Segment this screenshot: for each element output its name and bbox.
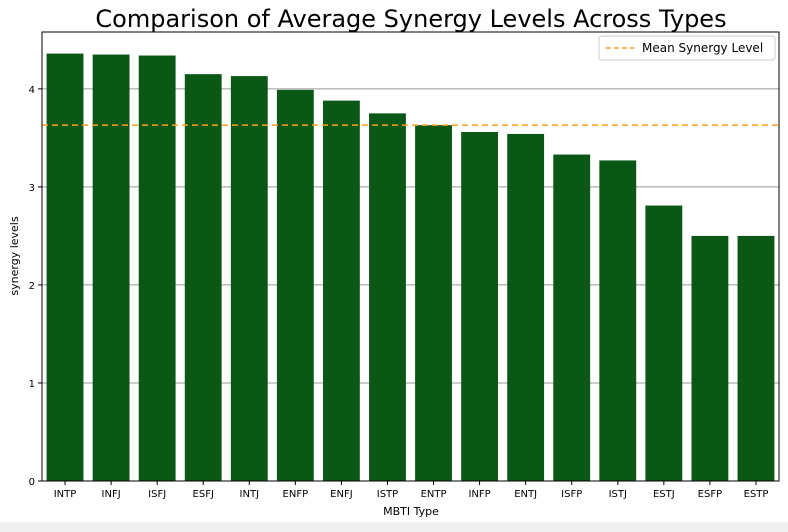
x-tick-label-infj: INFJ <box>102 489 121 500</box>
bar-istj <box>599 160 637 481</box>
bar-entj <box>507 133 545 481</box>
legend: Mean Synergy Level <box>598 35 776 61</box>
x-tick-label-infp: INFP <box>468 489 490 500</box>
x-tick-label-istp: ISTP <box>377 489 398 500</box>
x-tick-label-entp: ENTP <box>421 489 447 500</box>
y-axis-ticks: 0 1 2 3 4 <box>29 85 42 488</box>
bar-intj <box>230 76 268 481</box>
bars <box>46 53 775 482</box>
bar-infp <box>461 131 499 481</box>
bar-esfp <box>691 235 729 481</box>
x-tick-label-intp: INTP <box>54 489 77 500</box>
y-tick-label-3: 3 <box>29 183 35 194</box>
bar-esfj <box>184 74 222 481</box>
x-tick-label-enfj: ENFJ <box>330 489 353 500</box>
x-tick-label-istj: ISTJ <box>609 489 627 500</box>
bar-estp <box>737 235 775 481</box>
plot-frame <box>41 31 780 482</box>
x-tick-label-esfj: ESFJ <box>193 489 214 500</box>
y-tick-label-2: 2 <box>29 281 35 292</box>
bar-istp <box>369 113 406 482</box>
x-tick-label-isfj: ISFJ <box>148 489 166 500</box>
bar-isfp <box>553 154 591 481</box>
x-tick-label-esfp: ESFP <box>698 489 722 500</box>
x-tick-label-estj: ESTJ <box>653 489 675 500</box>
x-axis-ticks: INTP INFJ ISFJ ESFJ INTJ ENFP ENFJ ISTP ENTP INFP… <box>54 481 769 500</box>
y-tick-label-0: 0 <box>29 477 35 488</box>
bar-intp <box>46 53 84 481</box>
x-tick-label-enfp: ENFP <box>283 489 309 500</box>
x-tick-label-entj: ENTJ <box>514 489 537 500</box>
chart-title: Comparison of Average Synergy Levels Acr… <box>95 5 726 33</box>
bar-isfj <box>138 55 176 482</box>
bar-estj <box>645 205 683 481</box>
bar-entp <box>415 125 452 482</box>
x-axis-label: MBTI Type <box>383 505 439 518</box>
y-axis-label: synergy levels <box>8 216 21 295</box>
bar-infj <box>92 54 130 481</box>
x-tick-label-estp: ESTP <box>744 489 769 500</box>
bar-enfp <box>276 89 314 482</box>
bar-enfj <box>322 100 360 481</box>
x-tick-label-isfp: ISFP <box>561 489 582 500</box>
x-tick-label-intj: INTJ <box>240 489 260 500</box>
y-tick-label-1: 1 <box>29 379 35 390</box>
legend-box <box>598 35 776 61</box>
y-tick-label-4: 4 <box>29 85 35 96</box>
legend-mean-label: Mean Synergy Level <box>642 41 763 55</box>
window-bottom-strip <box>0 522 788 532</box>
